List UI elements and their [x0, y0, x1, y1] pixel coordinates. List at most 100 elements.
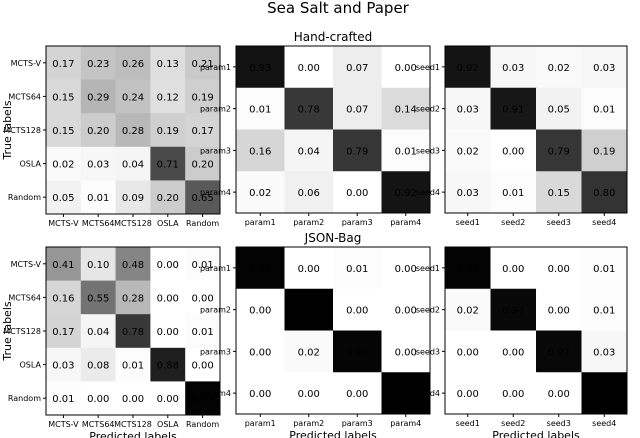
y-tick-label: param4: [200, 389, 231, 398]
cell-value-label: 0.28: [122, 126, 144, 137]
heatmap-cell: [150, 180, 186, 215]
heatmap-cell: [333, 372, 382, 415]
cell-value-label: 0.01: [87, 193, 109, 204]
heatmap-cell: [490, 46, 537, 89]
cell-value-label: 0.02: [52, 160, 74, 171]
cell-value-label: 1.00: [593, 389, 615, 400]
cell-value-label: 0.09: [122, 193, 144, 204]
cell-value-label: 0.02: [298, 347, 320, 358]
cell-value-label: 0.00: [395, 347, 417, 358]
cell-value-label: 0.00: [346, 188, 368, 199]
heatmap-cell: [381, 288, 431, 331]
cell-value-label: 0.06: [298, 188, 320, 199]
heatmap-cell: [581, 372, 628, 415]
cell-value-label: 0.23: [87, 59, 109, 70]
heatmap-cell: [115, 46, 151, 81]
heatmap-cell: [236, 171, 285, 214]
heatmap-cell: [150, 113, 186, 148]
heatmap-cell: [46, 247, 82, 282]
cell-value-label: 0.19: [191, 92, 213, 103]
x-tick-label: seed2: [501, 419, 525, 428]
heatmap-cell: [381, 330, 431, 373]
y-tick-label: seed3: [416, 347, 440, 356]
heatmap-cell: [284, 247, 334, 290]
cell-value-label: 0.17: [191, 126, 213, 137]
x-tick-label: MCTS128: [114, 219, 152, 228]
cell-value-label: 0.01: [593, 264, 615, 275]
cell-value-label: 0.05: [52, 193, 74, 204]
heatmap-cell: [333, 46, 382, 89]
cell-value-label: 0.15: [548, 188, 570, 199]
cell-value-label: 0.02: [548, 63, 570, 74]
heatmap-cell: [333, 129, 382, 172]
heatmap-cell: [581, 247, 628, 290]
cell-value-label: 0.00: [249, 306, 271, 317]
heatmap-cell: [150, 314, 186, 349]
cell-value-label: 0.93: [249, 63, 271, 74]
heatmap-cell: [46, 79, 82, 114]
heatmap-cell: [490, 372, 537, 415]
y-tick-label: OSLA: [20, 361, 42, 370]
cell-value-label: 0.00: [249, 389, 271, 400]
heatmap-cell: [115, 113, 151, 148]
cell-value-label: 0.79: [548, 146, 570, 157]
heatmap-frame: [444, 246, 628, 415]
heatmap-cell: [284, 330, 334, 373]
cell-value-label: 0.00: [502, 347, 524, 358]
cell-value-label: 0.00: [346, 306, 368, 317]
x-tick-label: MCTS-V: [48, 420, 79, 429]
x-tick-label: param3: [342, 218, 373, 227]
y-tick-label: param2: [200, 105, 231, 114]
heatmap-cell: [333, 330, 382, 373]
cell-value-label: 0.98: [346, 347, 368, 358]
heatmap-cell: [46, 113, 82, 148]
x-tick-label: Random: [186, 420, 219, 429]
heatmap-6: 0.99 0.00 0.00 0.01 0.02 0.97 0.00 0.01 0.00 0.00…: [416, 246, 628, 438]
heatmap-grid: 0.17 0.23 0.26 0.13 0.21 0.15 0.29 0.24 0.12 0.19…: [1, 30, 628, 438]
cell-value-label: 0.14: [395, 105, 417, 116]
x-tick-label: param1: [245, 218, 276, 227]
cell-value-label: 0.00: [395, 306, 417, 317]
cell-value-label: 0.00: [157, 394, 179, 405]
heatmap-cell: [381, 129, 431, 172]
cell-value-label: 0.99: [191, 394, 213, 405]
heatmap-cell: [80, 247, 117, 282]
cell-value-label: 0.00: [502, 389, 524, 400]
x-tick-label: OSLA: [157, 420, 179, 429]
heatmap-cell: [185, 280, 221, 315]
cell-value-label: 0.16: [52, 293, 74, 304]
cell-value-label: 0.00: [298, 264, 320, 275]
cell-value-label: 0.00: [502, 264, 524, 275]
heatmap-cell: [185, 314, 221, 349]
cell-value-label: 0.05: [548, 105, 570, 116]
x-tick-label: seed1: [456, 218, 480, 227]
y-tick-label: seed4: [416, 188, 440, 197]
cell-value-label: 0.01: [191, 327, 213, 338]
heatmap-cell: [333, 247, 382, 290]
cell-value-label: 0.00: [87, 394, 109, 405]
heatmap-cell: [581, 46, 628, 89]
x-tick-label: seed1: [456, 419, 480, 428]
cell-value-label: 0.91: [502, 105, 524, 116]
cell-value-label: 0.00: [157, 260, 179, 271]
cell-value-label: 1.00: [395, 389, 417, 400]
heatmap-cell: [284, 372, 334, 415]
heatmap-cell: [150, 79, 186, 114]
heatmap-cell: [490, 129, 537, 172]
y-tick-label: param1: [200, 63, 231, 72]
cell-value-label: 0.03: [457, 188, 479, 199]
y-tick-label: MCTS128: [3, 126, 41, 135]
heatmap-cell: [284, 46, 334, 89]
x-tick-label: param2: [293, 419, 324, 428]
heatmap-cell: [490, 330, 537, 373]
heatmap-cell: [80, 79, 117, 114]
heatmap-cell: [46, 46, 82, 81]
cell-value-label: 0.78: [122, 327, 144, 338]
cell-value-label: 0.00: [249, 347, 271, 358]
cell-value-label: 0.20: [87, 126, 109, 137]
x-tick-label: param4: [390, 419, 421, 428]
cell-value-label: 0.17: [52, 59, 74, 70]
cell-value-label: 0.19: [593, 146, 615, 157]
heatmap-cell: [445, 46, 491, 89]
heatmap-cell: [581, 171, 628, 214]
